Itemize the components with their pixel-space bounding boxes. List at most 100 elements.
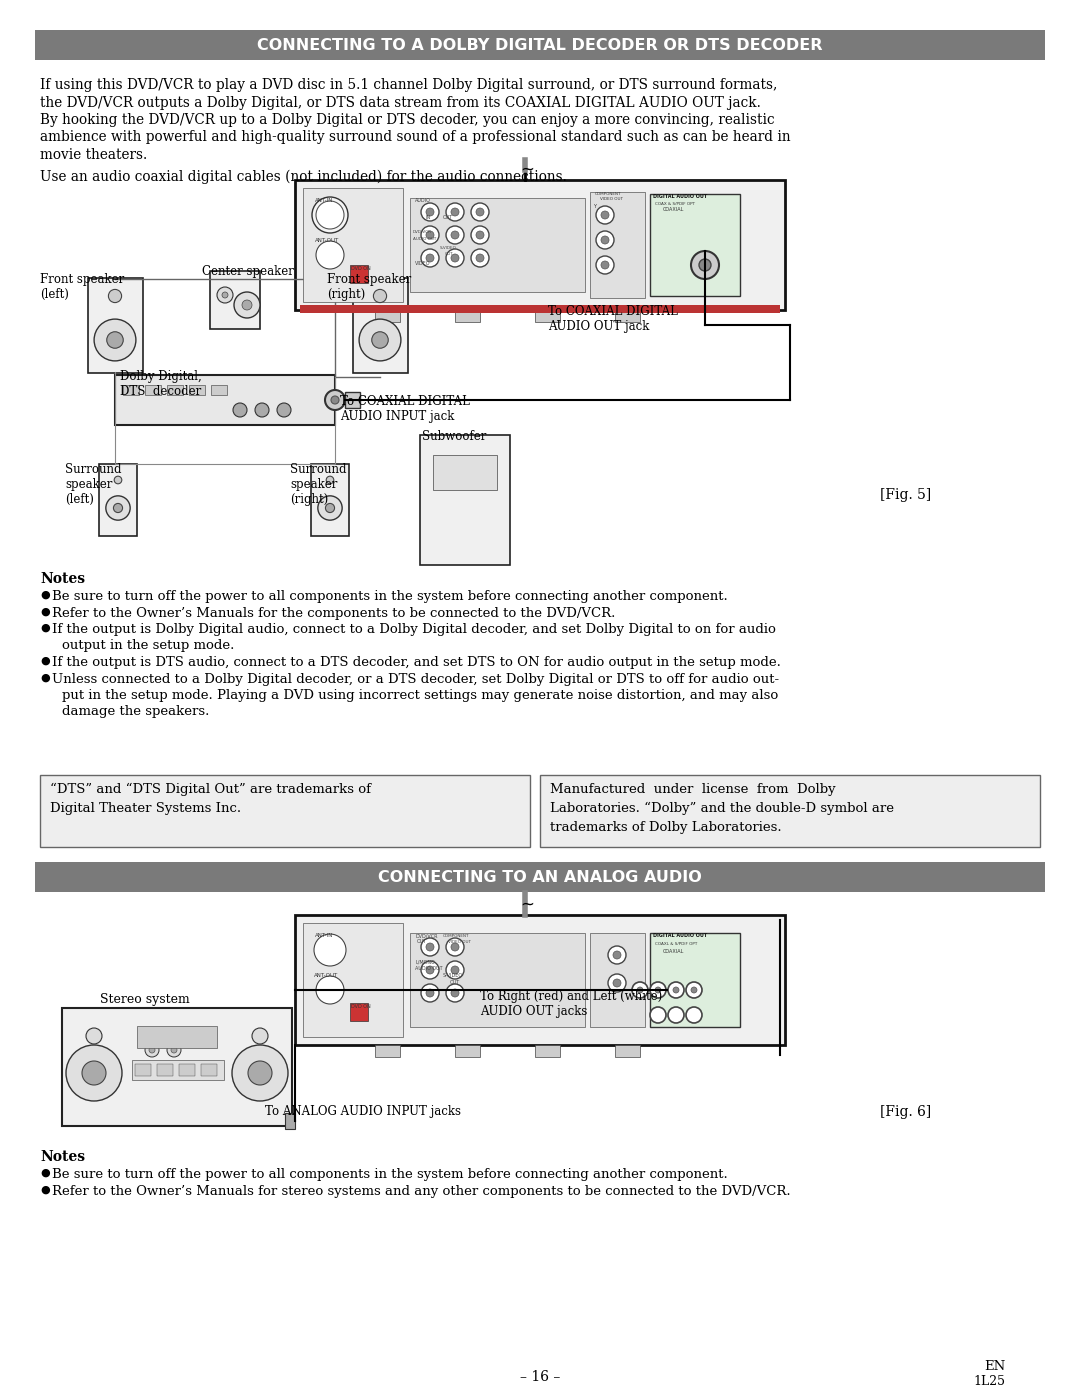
Text: Manufactured  under  license  from  Dolby
Laboratories. “Dolby” and the double-D: Manufactured under license from Dolby La… <box>550 782 894 834</box>
Bar <box>303 189 403 302</box>
Text: ●: ● <box>40 1168 50 1178</box>
Text: put in the setup mode. Playing a DVD using incorrect settings may generate noise: put in the setup mode. Playing a DVD usi… <box>62 689 779 703</box>
Bar <box>345 393 360 408</box>
Text: VIDEO OUT: VIDEO OUT <box>448 940 471 944</box>
Bar <box>157 1065 173 1076</box>
Text: If the output is DTS audio, connect to a DTS decoder, and set DTS to ON for audi: If the output is DTS audio, connect to a… <box>52 657 781 669</box>
Circle shape <box>359 319 401 360</box>
Bar <box>179 1065 195 1076</box>
Text: Notes: Notes <box>40 571 85 585</box>
Circle shape <box>600 211 609 219</box>
Text: output in the setup mode.: output in the setup mode. <box>62 640 234 652</box>
Circle shape <box>316 201 345 229</box>
Text: Dolby Digital,
DTS  decoder: Dolby Digital, DTS decoder <box>120 370 202 398</box>
Circle shape <box>314 935 346 965</box>
Bar <box>201 1065 217 1076</box>
Circle shape <box>421 226 438 244</box>
Circle shape <box>312 197 348 233</box>
Text: Refer to the Owner’s Manuals for the components to be connected to the DVD/VCR.: Refer to the Owner’s Manuals for the com… <box>52 606 616 619</box>
Circle shape <box>326 476 334 483</box>
Text: Surround
speaker
(left): Surround speaker (left) <box>65 462 121 506</box>
Text: If using this DVD/VCR to play a DVD disc in 5.1 channel Dolby Digital surround, : If using this DVD/VCR to play a DVD disc… <box>40 78 778 92</box>
Text: If the output is Dolby Digital audio, connect to a Dolby Digital decoder, and se: If the output is Dolby Digital audio, co… <box>52 623 775 636</box>
Text: Use an audio coaxial digital cables (not included) for the audio connections.: Use an audio coaxial digital cables (not… <box>40 169 567 184</box>
Text: ANT-IN: ANT-IN <box>315 198 334 203</box>
Text: To COAXIAL DIGITAL
AUDIO OUT jack: To COAXIAL DIGITAL AUDIO OUT jack <box>548 305 678 332</box>
Circle shape <box>596 256 615 274</box>
Bar <box>455 310 480 321</box>
Circle shape <box>325 503 335 513</box>
Bar <box>433 455 497 490</box>
Text: ●: ● <box>40 623 50 633</box>
Circle shape <box>596 231 615 249</box>
Circle shape <box>276 402 291 416</box>
Bar <box>123 386 139 395</box>
Circle shape <box>248 1060 272 1085</box>
Circle shape <box>426 989 434 997</box>
Circle shape <box>325 390 345 409</box>
Text: ●: ● <box>40 657 50 666</box>
Circle shape <box>421 983 438 1002</box>
Text: ●: ● <box>40 672 50 683</box>
Circle shape <box>318 496 342 520</box>
Text: OUT: OUT <box>417 939 428 944</box>
Text: IN: IN <box>426 215 430 219</box>
Text: COMPONENT: COMPONENT <box>443 935 470 937</box>
Text: ~: ~ <box>519 895 534 914</box>
Bar <box>135 1065 151 1076</box>
Bar <box>350 265 368 284</box>
Circle shape <box>330 395 339 404</box>
Circle shape <box>316 977 345 1004</box>
Bar <box>420 434 510 564</box>
Text: COAXIAL: COAXIAL <box>663 207 685 212</box>
Bar <box>375 310 400 321</box>
Bar <box>132 1060 224 1080</box>
Circle shape <box>608 946 626 964</box>
Bar <box>114 374 335 425</box>
Text: AUDIO OUT: AUDIO OUT <box>415 965 443 971</box>
Text: To COAXIAL DIGITAL
AUDIO INPUT jack: To COAXIAL DIGITAL AUDIO INPUT jack <box>340 395 470 423</box>
Circle shape <box>451 965 459 974</box>
Text: DIGITAL AUDIO OUT: DIGITAL AUDIO OUT <box>653 194 707 198</box>
Circle shape <box>252 1028 268 1044</box>
Text: S-VIDEO: S-VIDEO <box>440 246 457 250</box>
Circle shape <box>446 249 464 267</box>
Circle shape <box>686 982 702 997</box>
Bar <box>375 1045 400 1058</box>
Circle shape <box>596 205 615 224</box>
Text: movie theaters.: movie theaters. <box>40 148 147 162</box>
Bar <box>590 191 645 298</box>
Circle shape <box>255 402 269 416</box>
Circle shape <box>654 988 661 993</box>
Circle shape <box>699 258 711 271</box>
Text: CONNECTING TO AN ANALOG AUDIO: CONNECTING TO AN ANALOG AUDIO <box>378 869 702 884</box>
Text: damage the speakers.: damage the speakers. <box>62 705 210 718</box>
Circle shape <box>421 203 438 221</box>
Text: Center speaker: Center speaker <box>202 265 294 278</box>
Text: ●: ● <box>40 606 50 616</box>
Bar <box>87 278 143 373</box>
Circle shape <box>446 226 464 244</box>
Circle shape <box>471 249 489 267</box>
Text: Y: Y <box>593 204 596 210</box>
Bar <box>303 923 403 1037</box>
Circle shape <box>94 319 136 360</box>
Text: ●: ● <box>40 590 50 599</box>
Circle shape <box>471 203 489 221</box>
Bar <box>410 933 585 1027</box>
Text: S-VIDEO: S-VIDEO <box>443 972 463 978</box>
Text: AUDIO OUT: AUDIO OUT <box>413 237 436 242</box>
Text: AUDIO: AUDIO <box>415 198 431 203</box>
Text: Stereo system: Stereo system <box>100 993 190 1006</box>
Bar <box>535 310 561 321</box>
Text: VIDEO: VIDEO <box>415 261 431 265</box>
Circle shape <box>316 242 345 270</box>
Circle shape <box>650 1007 666 1023</box>
Circle shape <box>476 254 484 263</box>
Text: Subwoofer: Subwoofer <box>422 430 486 443</box>
Circle shape <box>426 231 434 239</box>
Text: the DVD/VCR outputs a Dolby Digital, or DTS data stream from its COAXIAL DIGITAL: the DVD/VCR outputs a Dolby Digital, or … <box>40 95 761 109</box>
Circle shape <box>232 1045 288 1101</box>
Text: [Fig. 6]: [Fig. 6] <box>880 1105 931 1119</box>
Bar <box>35 29 1045 60</box>
